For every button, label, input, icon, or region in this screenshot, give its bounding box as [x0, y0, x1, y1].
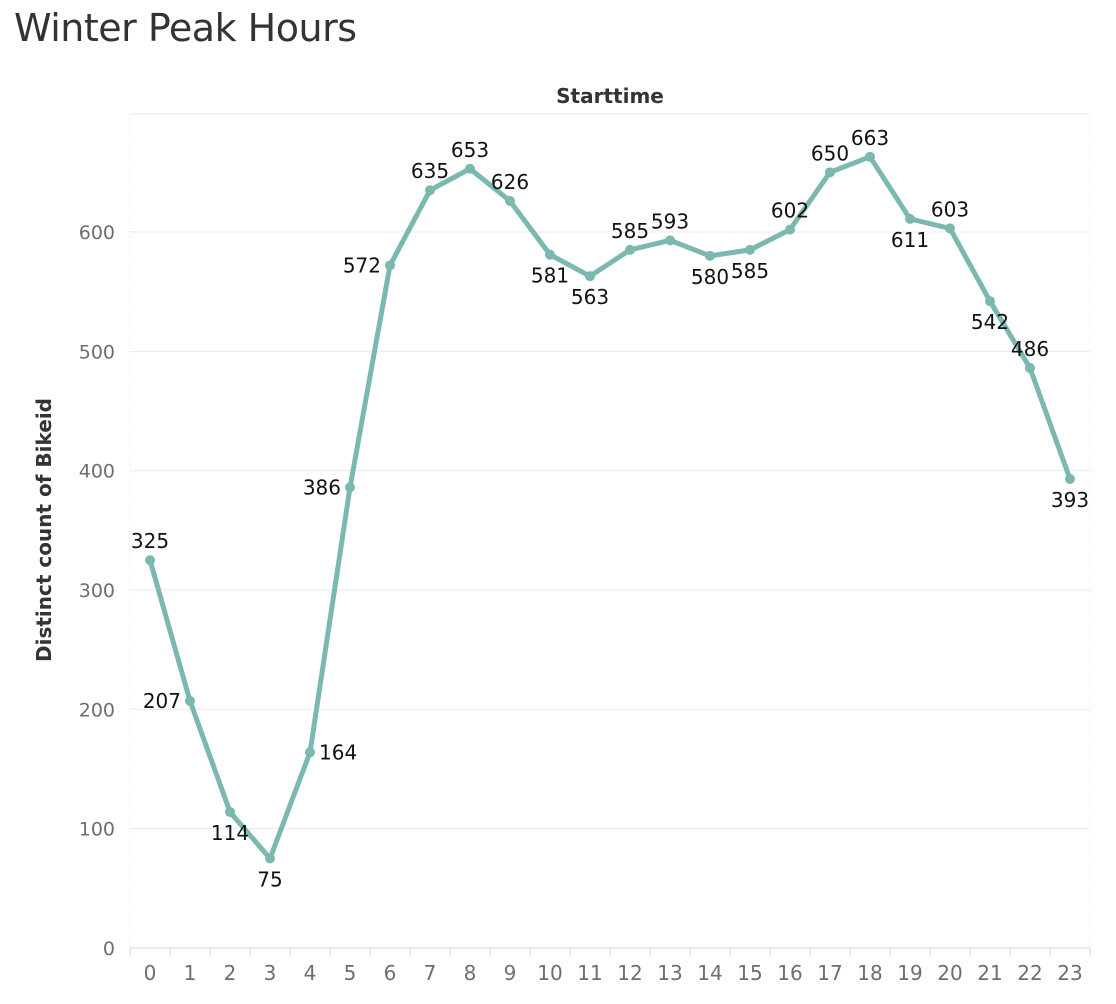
- data-point: [745, 244, 755, 255]
- y-tick-label: 400: [79, 461, 115, 483]
- data-label: 603: [931, 197, 969, 221]
- x-tick-label: 15: [737, 961, 762, 985]
- data-label: 563: [571, 285, 609, 309]
- data-point: [825, 167, 835, 178]
- data-label: 164: [319, 740, 357, 764]
- data-label: 585: [611, 219, 649, 243]
- data-label: 663: [851, 126, 889, 150]
- data-point: [1025, 363, 1035, 374]
- data-point: [185, 695, 195, 706]
- x-tick-label: 0: [144, 961, 157, 985]
- x-tick-label: 4: [304, 961, 317, 985]
- data-label: 114: [211, 821, 249, 845]
- x-tick-label: 13: [657, 961, 682, 985]
- x-tick-label: 19: [897, 961, 922, 985]
- data-label: 581: [531, 264, 569, 288]
- x-tick-label: 2: [224, 961, 237, 985]
- x-tick-label: 17: [817, 961, 842, 985]
- data-point: [305, 747, 315, 758]
- data-label: 207: [143, 689, 181, 713]
- data-point: [465, 163, 475, 174]
- x-axis-ticks: 0 1 2 3 4 5 6 7 8 9 10 11 12 13 14 15 16 17 18 19 20 21 22 23: [129, 947, 1091, 985]
- x-tick-label: 14: [697, 961, 722, 985]
- data-label: 542: [971, 310, 1009, 334]
- data-label: 593: [651, 209, 689, 233]
- x-tick-label: 11: [577, 961, 602, 985]
- x-tick-label: 16: [777, 961, 802, 985]
- x-tick-label: 12: [617, 961, 642, 985]
- x-tick-label: 7: [424, 961, 437, 985]
- x-tick-label: 23: [1057, 961, 1082, 985]
- x-tick-label: 22: [1017, 961, 1042, 985]
- data-label: 602: [771, 199, 809, 223]
- x-tick-label: 20: [937, 961, 962, 985]
- x-tick-label: 3: [264, 961, 277, 985]
- y-tick-label: 300: [79, 580, 115, 602]
- data-point: [865, 151, 875, 162]
- data-point: [145, 555, 155, 566]
- data-point: [945, 223, 955, 234]
- data-label: 572: [343, 253, 381, 277]
- x-tick-label: 21: [977, 961, 1002, 985]
- series-line: [147, 154, 1073, 861]
- data-point: [1065, 474, 1075, 485]
- gridlines: [129, 113, 1091, 948]
- data-point: [345, 482, 355, 493]
- x-tick-label: 5: [344, 961, 357, 985]
- data-point: [385, 260, 395, 271]
- series-line-path: [147, 154, 1073, 861]
- x-tick-label: 1: [184, 961, 197, 985]
- data-label: 75: [257, 868, 282, 892]
- data-label: 626: [491, 170, 529, 194]
- x-tick-label: 18: [857, 961, 882, 985]
- data-point: [785, 224, 795, 235]
- x-axis-title: Starttime: [556, 84, 664, 108]
- data-label: 580: [691, 265, 729, 289]
- data-point: [425, 185, 435, 196]
- data-point: [585, 271, 595, 282]
- data-label: 393: [1051, 488, 1089, 512]
- data-label: 585: [731, 259, 769, 283]
- data-label: 611: [891, 228, 929, 252]
- data-points: [145, 151, 1075, 864]
- data-point: [225, 806, 235, 817]
- data-label: 650: [811, 141, 849, 165]
- data-point: [985, 296, 995, 307]
- x-tick-label: 8: [464, 961, 477, 985]
- chart-title: Winter Peak Hours: [14, 6, 357, 50]
- y-tick-label: 200: [79, 699, 115, 721]
- y-axis-ticks: 0 100 200 300 400 500 600: [79, 222, 115, 960]
- x-tick-label: 9: [504, 961, 517, 985]
- y-tick-label: 600: [79, 222, 115, 244]
- data-label: 386: [303, 475, 341, 499]
- y-axis-title: Distinct count of Bikeid: [32, 398, 56, 662]
- data-point: [905, 213, 915, 224]
- data-label: 486: [1011, 337, 1049, 361]
- data-point: [625, 244, 635, 255]
- y-tick-label: 500: [79, 341, 115, 363]
- data-point: [665, 235, 675, 246]
- data-label: 325: [131, 529, 169, 553]
- x-tick-label: 6: [384, 961, 397, 985]
- y-tick-label: 0: [103, 938, 115, 960]
- data-label: 635: [411, 159, 449, 183]
- data-point: [505, 195, 515, 206]
- data-point: [545, 249, 555, 260]
- data-point: [265, 853, 275, 864]
- data-point: [705, 250, 715, 261]
- x-tick-label: 10: [537, 961, 562, 985]
- data-label: 653: [451, 138, 489, 162]
- y-tick-label: 100: [79, 819, 115, 841]
